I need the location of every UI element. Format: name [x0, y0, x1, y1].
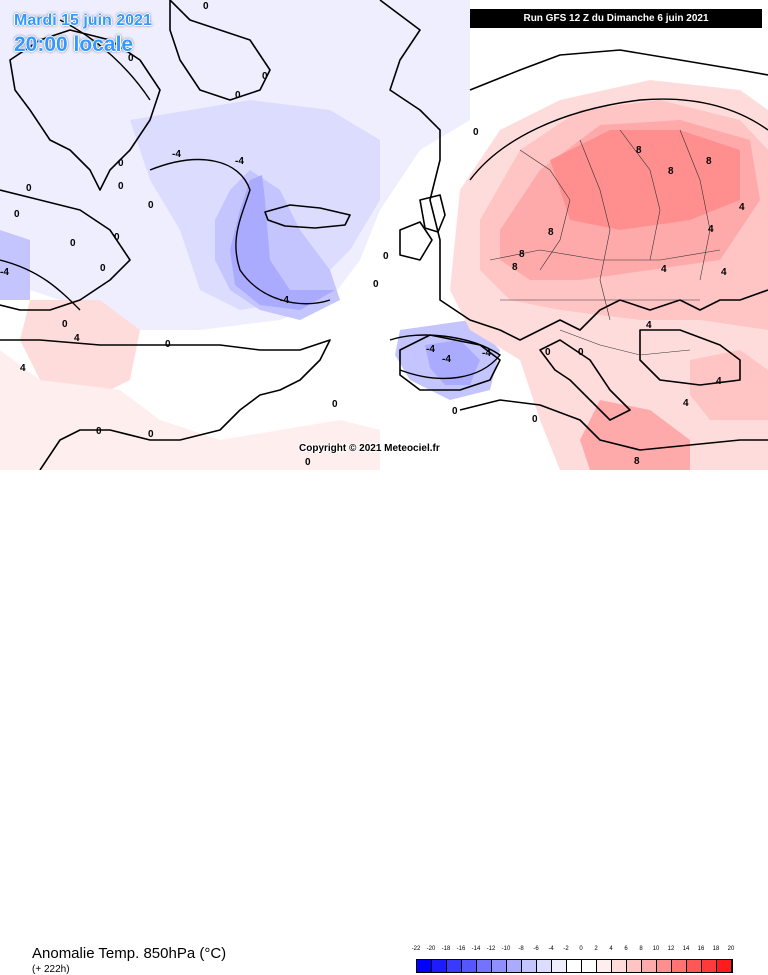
contour-label: 0 — [100, 263, 106, 274]
contour-label: 8 — [668, 166, 674, 177]
legend-swatch — [702, 960, 717, 972]
contour-label: 0 — [262, 71, 268, 82]
contour-label: -4 — [426, 344, 435, 355]
legend-swatch — [477, 960, 492, 972]
contour-label: -4 — [172, 149, 181, 160]
contour-label: 0 — [62, 319, 68, 330]
contour-label: 0 — [332, 399, 338, 410]
legend-swatch — [687, 960, 702, 972]
contour-labels: 0 0 0 0 0 0 0 0 0 0 0 0 0 0 0 0 0 0 0 0 … — [0, 1, 745, 468]
variable-title: Anomalie Temp. 850hPa (°C) — [32, 945, 227, 962]
contour-label: 0 — [14, 209, 20, 220]
legend-swatch — [507, 960, 522, 972]
temperature-anomaly-map: 0 0 0 0 0 0 0 0 0 0 0 0 0 0 0 0 0 0 0 0 … — [0, 0, 768, 470]
contour-label: 0 — [532, 414, 538, 425]
contour-label: 0 — [118, 181, 124, 192]
legend-swatch — [657, 960, 672, 972]
contour-label: 0 — [383, 251, 389, 262]
contour-label: 4 — [708, 224, 714, 235]
contour-label: 0 — [203, 1, 209, 12]
legend-tick-label: 20 — [727, 946, 735, 952]
legend-swatch — [642, 960, 657, 972]
legend-swatch — [432, 960, 447, 972]
legend-swatches — [416, 959, 733, 973]
contour-label: 4 — [683, 398, 689, 409]
legend-swatch — [537, 960, 552, 972]
legend-swatch — [417, 960, 432, 972]
contour-label: 8 — [636, 145, 642, 156]
copyright-text: Copyright © 2021 Meteociel.fr — [299, 443, 440, 454]
forecast-local-time: 20:00 locale — [14, 33, 134, 56]
map-footer: Anomalie Temp. 850hPa (°C) (+ 222h) -22-… — [0, 470, 768, 975]
contour-label: 0 — [26, 183, 32, 194]
contour-label: -4 — [442, 354, 451, 365]
contour-lines — [0, 19, 768, 380]
contour-label: 0 — [452, 406, 458, 417]
contour-label: 0 — [545, 347, 551, 358]
contour-label: 4 — [716, 376, 722, 387]
country-borders — [489, 129, 721, 356]
map-area: 0 0 0 0 0 0 0 0 0 0 0 0 0 0 0 0 0 0 0 0 … — [0, 0, 768, 470]
contour-label: -4 — [0, 267, 9, 278]
contour-label: 0 — [70, 238, 76, 249]
legend-swatch — [597, 960, 612, 972]
contour-label: 8 — [634, 456, 640, 467]
contour-label: 4 — [721, 267, 727, 278]
contour-label: 0 — [165, 339, 171, 350]
contour-label: 4 — [661, 264, 667, 275]
legend-swatch — [567, 960, 582, 972]
legend-swatch — [462, 960, 477, 972]
contour-label: 4 — [74, 333, 80, 344]
legend-swatch — [717, 960, 732, 972]
legend-swatch — [447, 960, 462, 972]
legend-swatch — [552, 960, 567, 972]
contour-label: 8 — [519, 249, 525, 260]
lead-time: (+ 222h) — [32, 964, 70, 975]
forecast-date: Mardi 15 juin 2021 — [14, 12, 152, 29]
contour-label: 0 — [148, 429, 154, 440]
contour-label: 0 — [373, 279, 379, 290]
contour-label: -4 — [235, 156, 244, 167]
contour-label: 0 — [128, 53, 134, 64]
legend-swatch — [672, 960, 687, 972]
cold-anomaly-shading — [0, 0, 500, 400]
contour-label: -4 — [482, 348, 491, 359]
legend-swatch — [492, 960, 507, 972]
legend-swatch — [612, 960, 627, 972]
contour-label: 4 — [739, 202, 745, 213]
contour-label: 8 — [512, 262, 518, 273]
legend-swatch — [582, 960, 597, 972]
contour-label: 4 — [20, 363, 26, 374]
legend-swatch — [627, 960, 642, 972]
contour-label: 0 — [96, 426, 102, 437]
contour-label: 0 — [235, 90, 241, 101]
contour-label: 0 — [473, 127, 479, 138]
coastlines — [0, 0, 768, 470]
model-run-label: Run GFS 12 Z du Dimanche 6 juin 2021 — [470, 9, 762, 28]
contour-label: 8 — [706, 156, 712, 167]
contour-label: 0 — [114, 232, 120, 243]
contour-label: 8 — [548, 227, 554, 238]
contour-label: 0 — [578, 347, 584, 358]
legend-swatch — [522, 960, 537, 972]
contour-label: 0 — [305, 457, 311, 468]
contour-label: 0 — [148, 200, 154, 211]
contour-label: 4 — [646, 320, 652, 331]
contour-label: 0 — [118, 158, 124, 169]
contour-label: -4 — [280, 295, 289, 306]
